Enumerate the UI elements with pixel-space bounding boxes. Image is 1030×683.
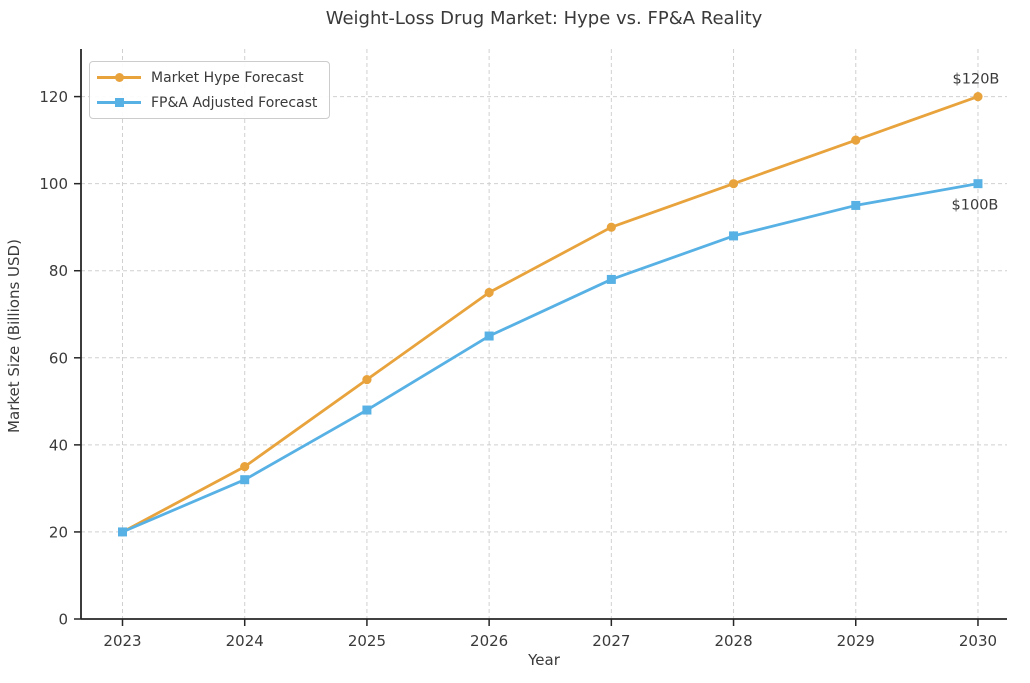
x-tick-label: 2023 (103, 632, 141, 650)
x-tick-label: 2026 (470, 632, 508, 650)
data-point-square-marker (729, 231, 739, 241)
x-tick-label: 2024 (226, 632, 264, 650)
legend-swatch-circle-icon (97, 73, 141, 82)
chart-legend: Market Hype Forecast FP&A Adjusted Forec… (89, 61, 331, 119)
data-point-circle-marker (851, 135, 861, 145)
data-point-square-marker (240, 475, 250, 485)
legend-item-market-hype: Market Hype Forecast (97, 65, 317, 90)
y-tick-label: 40 (49, 436, 68, 454)
value-annotation: $120B (953, 72, 1000, 88)
data-point-square-marker (973, 179, 983, 189)
value-annotation: $100B (952, 198, 999, 214)
y-axis-title: Market Size (Billions USD) (5, 239, 23, 433)
x-tick-label: 2029 (837, 632, 875, 650)
y-tick-label: 100 (39, 175, 68, 193)
legend-label: FP&A Adjusted Forecast (151, 94, 318, 111)
y-tick-label: 80 (49, 262, 68, 280)
chart-title: Weight-Loss Drug Market: Hype vs. FP&A R… (325, 8, 763, 29)
data-point-circle-marker (484, 287, 494, 298)
data-point-circle-marker (973, 92, 983, 102)
legend-label: Market Hype Forecast (151, 69, 304, 86)
data-point-circle-marker (240, 462, 250, 472)
data-point-square-marker (484, 331, 494, 341)
y-tick-label: 20 (49, 523, 68, 541)
y-tick-label: 120 (39, 88, 68, 106)
y-tick-label: 60 (49, 349, 68, 367)
x-tick-label: 2028 (714, 632, 752, 650)
data-point-circle-marker (606, 222, 616, 232)
orange-circle-marker-icon (114, 73, 124, 82)
series-line-fpa-adjusted (121, 182, 980, 534)
legend-swatch-square-icon (97, 98, 141, 107)
data-point-circle-marker (728, 179, 739, 189)
data-point-square-marker (118, 527, 127, 537)
data-point-circle-marker (362, 374, 372, 385)
x-axis-title: Year (528, 651, 560, 669)
x-tick-label: 2025 (348, 632, 386, 650)
legend-item-fpa-adjusted: FP&A Adjusted Forecast (97, 90, 317, 115)
x-tick-label: 2030 (959, 632, 997, 650)
blue-square-marker-icon (114, 98, 124, 107)
data-point-square-marker (606, 274, 616, 284)
series-line-market-hype (121, 95, 980, 534)
x-tick-label: 2027 (592, 632, 630, 650)
data-point-square-marker (362, 405, 372, 415)
data-point-square-marker (851, 200, 861, 210)
y-tick-label: 0 (58, 611, 68, 629)
